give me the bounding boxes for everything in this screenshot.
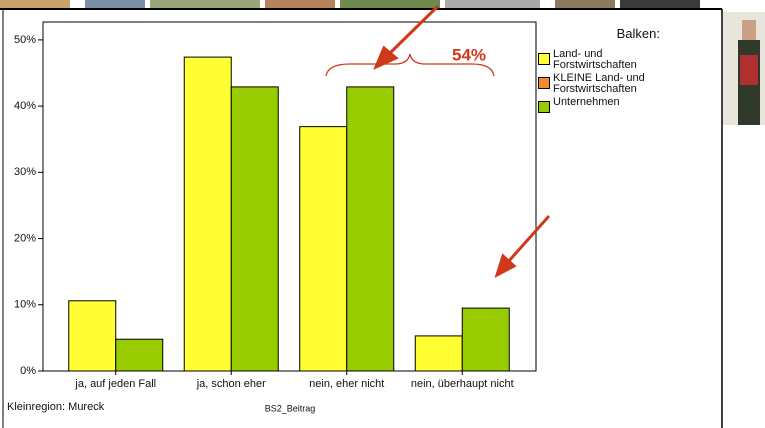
legend-swatch bbox=[538, 77, 550, 89]
y-tick-label: 30% bbox=[14, 166, 36, 178]
photo bbox=[723, 12, 765, 125]
legend-title: Balken: bbox=[616, 26, 660, 41]
x-tick-label: nein, eher nicht bbox=[309, 378, 384, 390]
legend-label: KLEINE Land- und Forstwirtschaften bbox=[553, 72, 645, 95]
y-tick-label: 0% bbox=[20, 365, 36, 377]
bar bbox=[230, 86, 279, 372]
x-tick-label: ja, auf jeden Fall bbox=[74, 378, 156, 390]
x-tick-label: nein, überhaupt nicht bbox=[411, 378, 514, 390]
bar bbox=[414, 335, 463, 372]
legend-item: Land- und Forstwirtschaften bbox=[538, 49, 663, 71]
legend: Balken: Land- und Forstwirtschaften KLEIN… bbox=[538, 26, 663, 115]
legend-swatch bbox=[538, 101, 550, 113]
y-tick-label: 10% bbox=[14, 299, 36, 311]
legend-item: Unternehmen bbox=[538, 97, 663, 113]
legend-label: Land- und Forstwirtschaften bbox=[553, 48, 637, 71]
arrows bbox=[373, 4, 551, 279]
x-tick-label: ja, schon eher bbox=[196, 378, 266, 390]
y-tick-label: 50% bbox=[14, 34, 36, 46]
x-axis-label: BS2_Beitrag bbox=[265, 403, 316, 413]
y-tick-label: 20% bbox=[14, 232, 36, 244]
bar bbox=[299, 126, 348, 372]
plot-area bbox=[42, 21, 537, 372]
bar bbox=[346, 86, 395, 372]
bar bbox=[115, 338, 164, 372]
annotation: 54% bbox=[452, 45, 486, 64]
photo-strip bbox=[0, 0, 700, 9]
bar bbox=[461, 307, 510, 372]
legend-swatch bbox=[538, 53, 550, 65]
brace bbox=[325, 53, 495, 77]
legend-label: Unternehmen bbox=[553, 96, 620, 108]
y-tick-label: 40% bbox=[14, 100, 36, 112]
bar bbox=[68, 300, 117, 372]
legend-item: KLEINE Land- und Forstwirtschaften bbox=[538, 73, 663, 95]
bar bbox=[183, 56, 232, 372]
footnote: Kleinregion: Mureck bbox=[7, 401, 105, 413]
